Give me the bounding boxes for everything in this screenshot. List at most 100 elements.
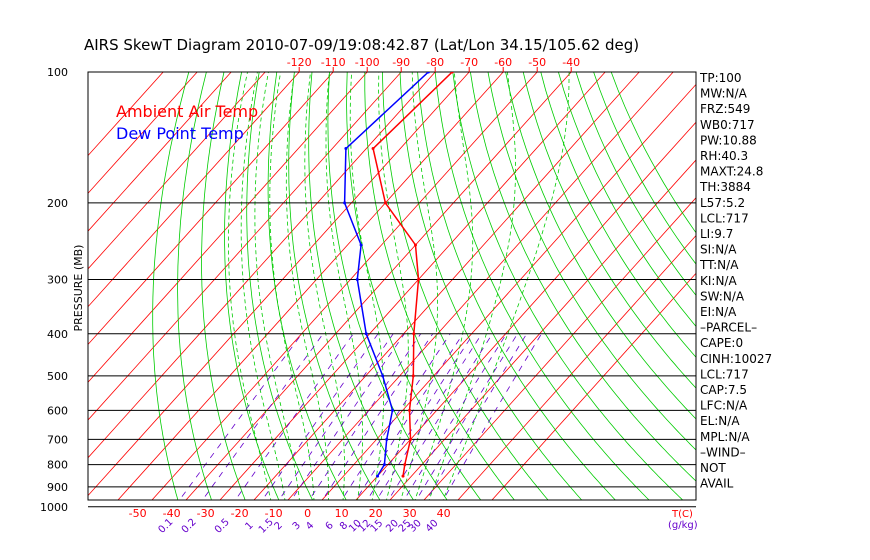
mixing-ratio-line — [261, 333, 379, 500]
isotherm-line — [321, 83, 696, 500]
dry-adiabat-line — [522, 72, 696, 389]
pressure-tick-label: 900 — [47, 481, 68, 494]
dry-adiabat-line — [288, 72, 381, 500]
dry-adiabat-line — [417, 72, 616, 500]
side-panel-item: TT:N/A — [699, 258, 739, 272]
dry-adiabat-line — [177, 72, 212, 500]
moist-adiabat-line — [414, 72, 474, 500]
mixing-ratio-line — [290, 333, 405, 500]
pressure-tick-label: 600 — [47, 404, 68, 417]
isotherm-line — [88, 72, 300, 308]
chart-title: AIRS SkewT Diagram 2010-07-09/19:08:42.8… — [84, 36, 639, 54]
bottom-temp-tick-label: 30 — [403, 507, 417, 520]
moist-adiabat-line — [400, 72, 438, 500]
dewpoint-point — [344, 147, 348, 151]
pressure-tick-label: 200 — [47, 197, 68, 210]
x-axis-label: T(C) — [671, 509, 693, 520]
bottom-temp-tick-label: -50 — [129, 507, 147, 520]
bottom-temp-tick-label: 20 — [369, 507, 383, 520]
dry-adiabat-line — [540, 72, 696, 358]
side-panel-item: LCL:717 — [700, 211, 749, 225]
isotherm-line — [88, 72, 198, 194]
side-panel-item: SW:N/A — [700, 289, 745, 303]
mixing-ratio-line — [376, 333, 483, 500]
side-panel-item: SI:N/A — [700, 243, 737, 257]
side-panel-item: –PARCEL– — [700, 321, 757, 335]
mixing-ratio-line — [355, 333, 464, 500]
moist-adiabat-line — [349, 72, 385, 500]
side-panel-item: WB0:717 — [700, 118, 755, 132]
ambient-temp-point — [383, 201, 387, 205]
mixing-ratio-line — [201, 333, 324, 500]
moist-adiabat-line — [254, 72, 300, 500]
dry-adiabat-line — [399, 72, 583, 500]
mixing-ratio-line — [442, 333, 542, 500]
moist-adiabat-line — [228, 72, 272, 500]
isotherm-line — [88, 72, 232, 232]
moist-adiabat-line — [442, 72, 570, 500]
side-panel-item: L57:5.2 — [700, 196, 745, 210]
mixing-ratio-unit-label: (g/kg) — [668, 520, 698, 531]
side-panel-item: CAP:7.5 — [700, 383, 747, 397]
isotherm-line — [88, 72, 164, 157]
mixing-ratio-line — [278, 333, 394, 500]
dry-adiabat-line — [593, 72, 696, 265]
dry-adiabat-line — [487, 72, 696, 451]
bottom-temp-tick-label: 0 — [304, 507, 311, 520]
dewpoint-point — [364, 332, 368, 336]
isotherm-line — [88, 72, 402, 421]
isotherm-line — [219, 72, 606, 500]
pressure-tick-label: 100 — [47, 66, 68, 79]
plot-frame — [87, 71, 697, 501]
ambient-temp-point — [401, 474, 405, 478]
dry-adiabat-line — [246, 72, 313, 500]
side-panel-item: LI:9.7 — [700, 227, 733, 241]
mixing-ratio-line — [178, 333, 303, 500]
legend-dewpoint: Dew Point Temp — [116, 124, 244, 143]
dry-adiabat-line — [364, 72, 515, 500]
y-axis-label: PRESSURE (MB) — [72, 245, 85, 332]
mixing-ratio-line — [387, 333, 493, 500]
pressure-tick-label: 1000 — [40, 501, 68, 514]
legend-ambient: Ambient Air Temp — [116, 102, 258, 121]
top-temp-tick-label: -110 — [321, 56, 346, 69]
dewpoint-point — [391, 408, 395, 412]
isotherm-line — [253, 72, 640, 500]
bottom-temp-tick-label: -30 — [197, 507, 215, 520]
side-panel-item: EL:N/A — [700, 414, 740, 428]
ambient-temp-point — [417, 277, 421, 281]
isotherm-line — [88, 72, 334, 346]
top-temp-tick-label: -40 — [562, 56, 580, 69]
moist-adiabat-line — [285, 72, 329, 500]
mixing-ratio-line — [366, 333, 474, 500]
side-panel-item: AVAIL — [700, 477, 734, 491]
side-panel-item: –WIND– — [700, 445, 746, 459]
mixing-ratio-line — [308, 333, 422, 500]
dewpoint-point — [381, 374, 385, 378]
ambient-temp-point — [371, 147, 375, 151]
pressure-tick-label: 800 — [47, 459, 68, 472]
top-temp-tick-label: -100 — [355, 56, 380, 69]
side-panel-item: TH:3884 — [699, 180, 751, 194]
dry-adiabat-line — [434, 72, 650, 500]
bottom-temp-tick-label: 40 — [437, 507, 451, 520]
side-panel-item: CINH:10027 — [700, 352, 772, 366]
pressure-tick-label: 400 — [47, 328, 68, 341]
isotherm-line — [88, 72, 266, 270]
side-panel-item: MPL:N/A — [700, 430, 750, 444]
isotherm-line — [151, 72, 538, 500]
mixing-ratio-line — [321, 333, 434, 500]
isotherm-line — [491, 272, 696, 500]
top-temp-tick-label: -70 — [460, 56, 478, 69]
moist-adiabat-line — [269, 72, 315, 500]
isotherm-line — [389, 159, 696, 500]
mixing-ratio-line — [234, 333, 354, 500]
dry-adiabat-line — [201, 72, 246, 500]
isotherm-line — [117, 72, 504, 500]
dewpoint-point — [385, 437, 389, 441]
top-temp-tick-label: -80 — [426, 56, 444, 69]
dewpoint-point — [426, 72, 430, 74]
side-panel-item: LFC:N/A — [700, 399, 748, 413]
